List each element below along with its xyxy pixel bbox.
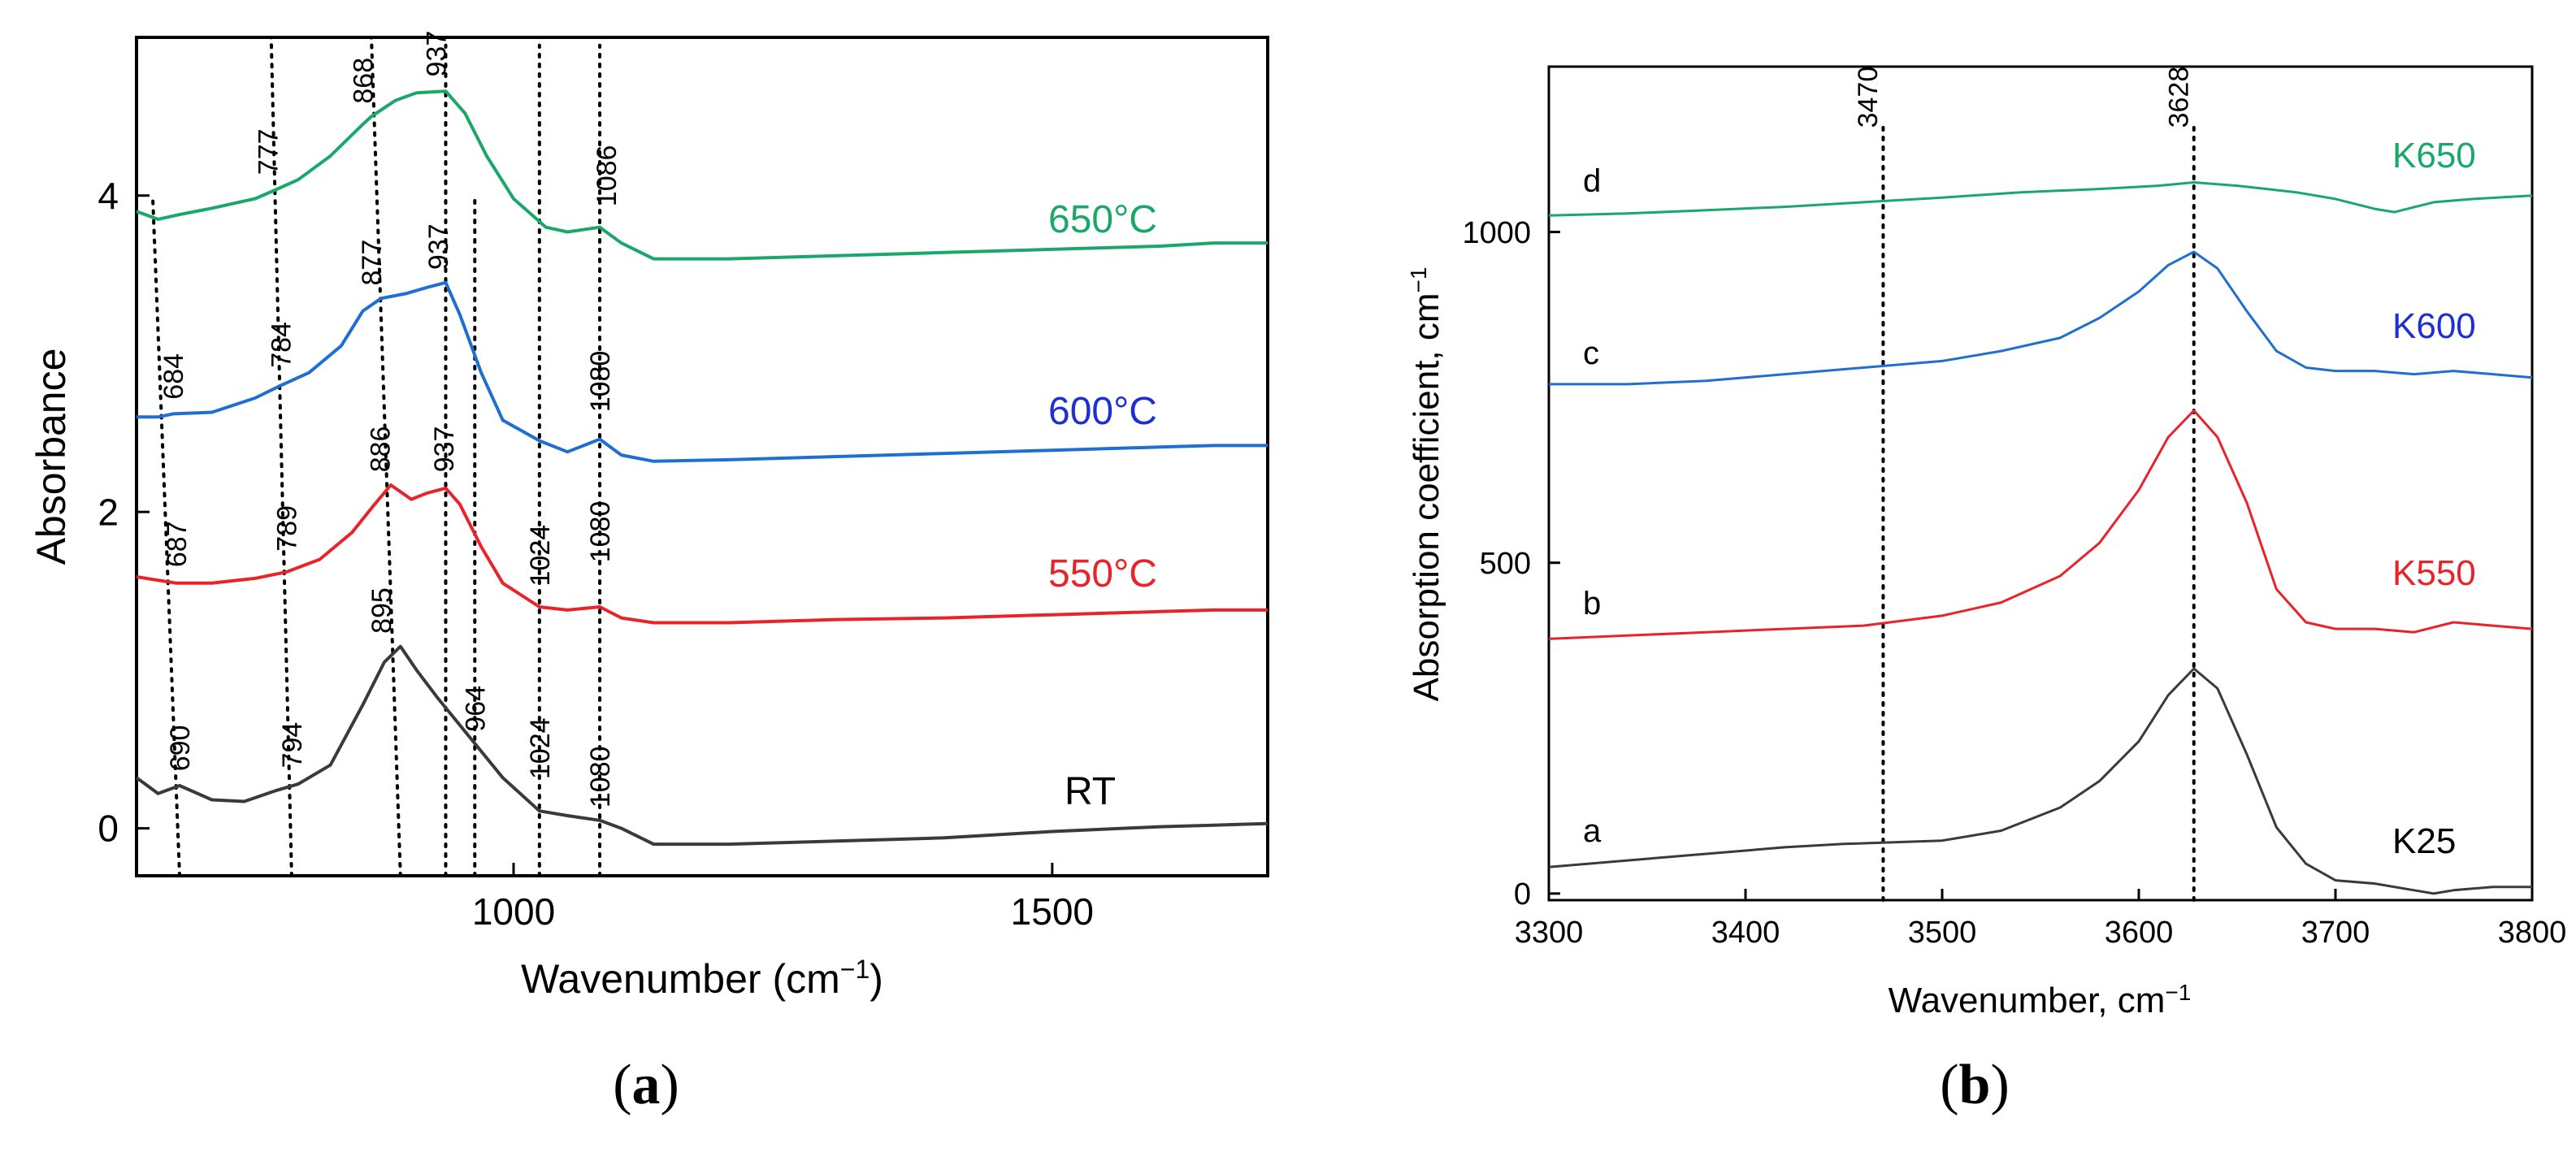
- series-label-650: 650°C: [1048, 198, 1157, 241]
- series-line-RT: [135, 644, 1268, 847]
- peak-annotation-784-13: 784: [267, 322, 297, 368]
- panel-b-x-ticks: 3300 3400 3500 3600 3700 3800: [1515, 889, 2567, 950]
- reference-line-2: [370, 36, 402, 877]
- peak-annotation-3628-1: 3628: [2163, 67, 2194, 128]
- series-line-K25: [1548, 667, 2532, 895]
- series-label-k550: K550: [2392, 553, 2476, 593]
- series-line-550C: [136, 483, 1268, 625]
- panel-a: 1000 1500 0 2 4 690 794 895 964 1024 1080 687 789 8…: [28, 31, 1269, 1116]
- peak-annotation-937-15: 937: [423, 223, 454, 270]
- x-tick-label-3400: 3400: [1711, 916, 1780, 950]
- series-letter-c: c: [1583, 336, 1599, 371]
- y-tick-label-500: 500: [1480, 547, 1531, 581]
- x-tick-label-1500: 1500: [1011, 890, 1094, 933]
- panel-b-y-ticks: 0 500 1000: [1462, 216, 1560, 912]
- series-line-600C: [137, 280, 1268, 463]
- panel-b-series: [1548, 181, 2533, 895]
- reference-line-1: [269, 36, 293, 877]
- series-line-K650: [1548, 181, 2533, 217]
- panel-a-y-ticks: 0 2 4: [98, 175, 150, 850]
- x-tick-label-3800: 3800: [2498, 916, 2567, 950]
- panel-b-reference-lines: [1881, 121, 2196, 902]
- peak-annotation-690-0: 690: [165, 725, 196, 772]
- x-tick-label-3300: 3300: [1515, 916, 1584, 950]
- panel-a-series: [135, 89, 1268, 847]
- series-letter-a: a: [1583, 813, 1602, 849]
- x-tick-label-1000: 1000: [472, 890, 555, 933]
- peak-annotation-937-19: 937: [422, 31, 453, 77]
- panel-a-caption: (a): [613, 1054, 679, 1116]
- panel-b-caption: (b): [1940, 1054, 2010, 1116]
- x-tick-label-3600: 3600: [2105, 916, 2174, 950]
- panel-b-x-axis-label-main: Wavenumber, cm: [1889, 981, 2166, 1020]
- peak-annotation-877-14: 877: [357, 240, 388, 286]
- peak-annotation-1080-11: 1080: [585, 501, 616, 563]
- panel-a-x-axis-label-close: ): [870, 956, 883, 1002]
- peak-annotation-868-18: 868: [348, 58, 379, 104]
- x-tick-label-3500: 3500: [1908, 916, 1977, 950]
- peak-annotation-895-2: 895: [366, 587, 397, 634]
- peak-annotation-886-8: 886: [366, 427, 397, 473]
- panel-b-y-axis-label-sup: −1: [1406, 267, 1431, 293]
- peak-annotation-794-1: 794: [277, 722, 308, 769]
- series-label-rt: RT: [1065, 770, 1116, 813]
- series-line-K600: [1549, 250, 2533, 386]
- panel-b-x-axis-label-sup: −1: [2165, 980, 2191, 1005]
- y-tick-label-4: 4: [98, 175, 119, 217]
- peak-annotation-937-9: 937: [429, 427, 460, 473]
- reference-line-0: [150, 193, 182, 877]
- peak-annotation-1086-20: 1086: [592, 145, 622, 207]
- series-label-k25: K25: [2392, 821, 2456, 861]
- peak-annotation-1024-10: 1024: [525, 525, 556, 587]
- y-tick-label-0: 0: [98, 808, 119, 850]
- y-tick-label-1000: 1000: [1462, 216, 1531, 250]
- panel-a-x-axis-label-sup: −1: [840, 955, 870, 984]
- peak-annotation-684-12: 684: [158, 353, 189, 400]
- series-line-K550: [1548, 409, 2533, 640]
- peak-annotation-964-3: 964: [460, 686, 491, 732]
- panel-b-caption-letter: b: [1959, 1054, 1991, 1116]
- series-label-k600: K600: [2392, 306, 2476, 346]
- peak-annotation-789-7: 789: [271, 505, 302, 552]
- x-tick-label-3700: 3700: [2301, 916, 2370, 950]
- panel-a-y-axis-label: Absorbance: [28, 349, 74, 565]
- panel-a-frame: [135, 36, 1269, 877]
- panel-b-x-axis-label: Wavenumber, cm−1: [1889, 980, 2192, 1021]
- panel-a-x-axis-label-main: Wavenumber (cm: [521, 956, 840, 1002]
- panel-a-annotations: 690 794 895 964 1024 1080 687 789 886 937 1024 1080…: [158, 31, 622, 808]
- panel-b-frame: [1547, 65, 2534, 902]
- peak-annotation-1080-5: 1080: [585, 746, 616, 808]
- series-label-600: 600°C: [1048, 390, 1157, 433]
- panel-a-x-ticks: 1000 1500: [472, 863, 1094, 933]
- series-label-k650: K650: [2392, 136, 2476, 175]
- series-letter-b: b: [1583, 586, 1601, 621]
- panel-b: 3300 3400 3500 3600 3700 3800 0 500 1000 3470 36…: [1406, 65, 2567, 1116]
- peak-annotation-777-17: 777: [254, 128, 284, 175]
- panel-a-x-axis-label: Wavenumber (cm−1): [521, 955, 883, 1002]
- panel-a-caption-letter: a: [632, 1054, 661, 1116]
- peak-annotation-3470-0: 3470: [1853, 67, 1884, 128]
- series-label-550: 550°C: [1048, 552, 1157, 595]
- peak-annotation-1080-16: 1080: [585, 351, 616, 413]
- series-letter-d: d: [1583, 163, 1601, 199]
- y-tick-label-2: 2: [98, 491, 119, 533]
- panel-b-y-axis-label-main: Absorption coefficient, cm: [1407, 292, 1446, 701]
- y-tick-label-0: 0: [1514, 877, 1531, 912]
- peak-annotation-687-6: 687: [162, 521, 193, 567]
- panel-b-annotations: 3470 3628: [1853, 67, 2194, 128]
- panel-b-y-axis-label: Absorption coefficient, cm−1: [1406, 267, 1447, 702]
- series-line-650C: [136, 89, 1268, 261]
- peak-annotation-1024-4: 1024: [525, 717, 556, 779]
